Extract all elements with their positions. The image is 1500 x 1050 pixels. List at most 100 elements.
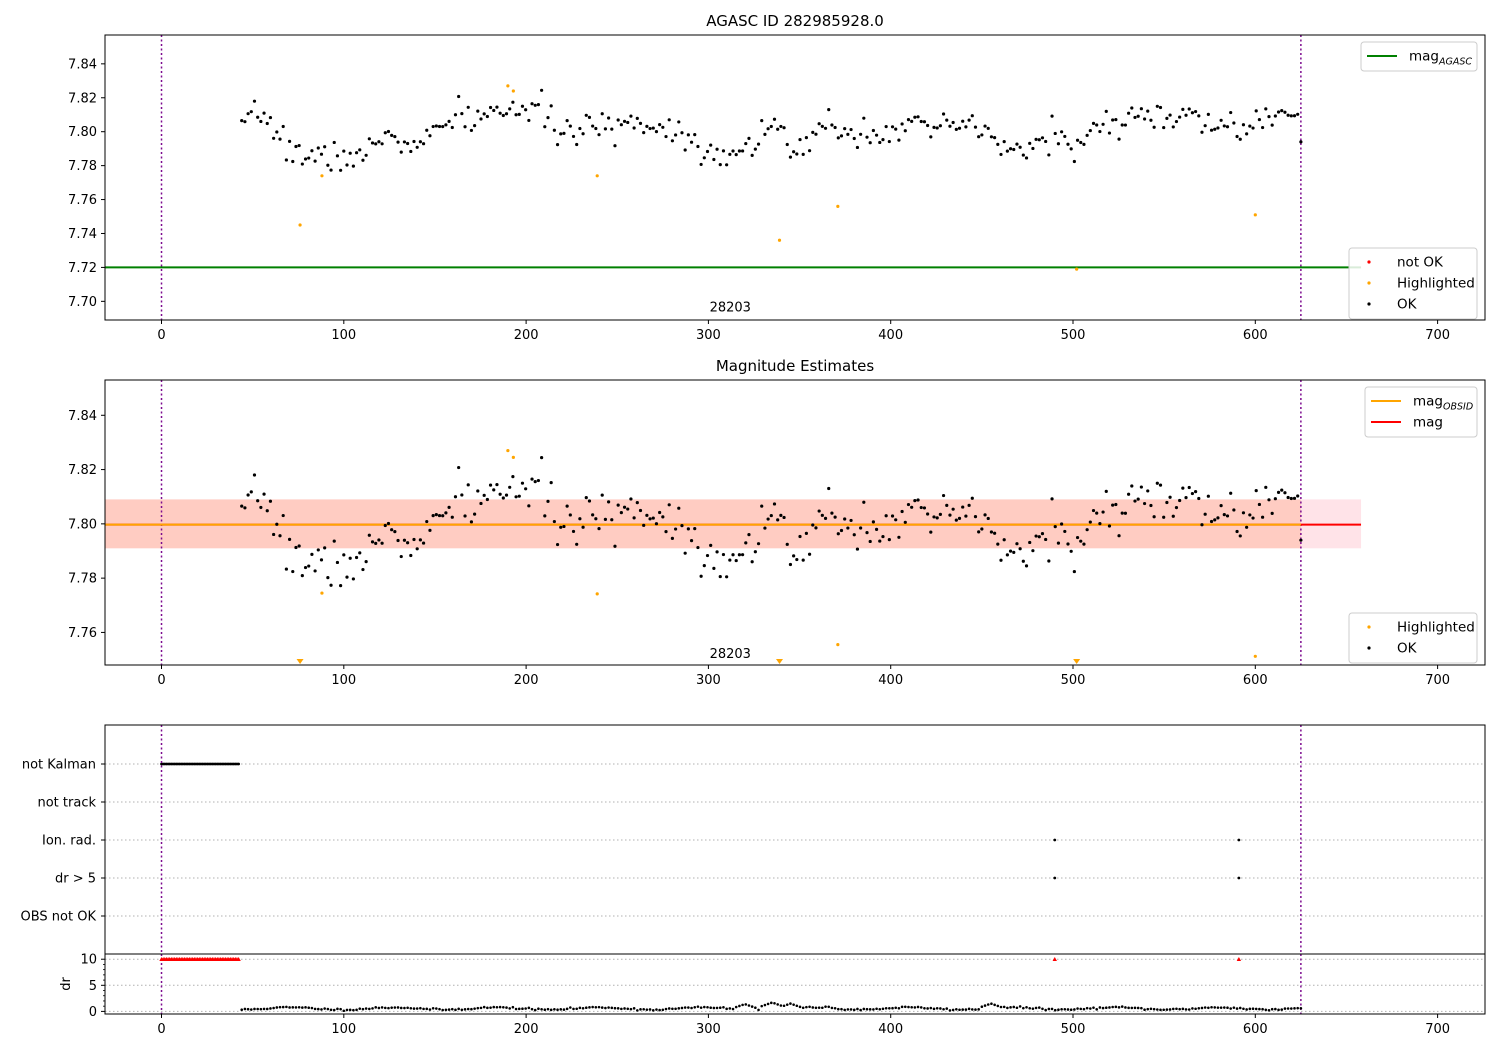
ok-point <box>358 551 362 555</box>
dr-point <box>1175 1007 1178 1011</box>
dr-point <box>744 1003 748 1006</box>
ok-point <box>1299 538 1303 542</box>
dr-point <box>294 1006 298 1009</box>
ok-point <box>772 117 777 121</box>
ok-point <box>240 119 244 123</box>
ok-point <box>945 118 949 122</box>
dr-point <box>498 1005 502 1009</box>
ok-point <box>622 505 627 509</box>
legend-box <box>1364 386 1478 438</box>
dr-point <box>508 1007 512 1010</box>
ok-point <box>1292 114 1297 118</box>
dr-point <box>1104 1006 1108 1010</box>
dr-point <box>562 1008 566 1011</box>
x-tick-label: 500 <box>1061 1022 1086 1037</box>
ok-point <box>370 141 375 145</box>
dr-point <box>683 1006 687 1009</box>
dr-point <box>272 1006 275 1010</box>
ok-point <box>552 128 556 132</box>
ok-point <box>508 107 512 111</box>
y-tick-label: 7.84 <box>68 409 97 424</box>
ok-point <box>642 523 646 527</box>
dr-point <box>546 1007 550 1011</box>
ok-point <box>1174 119 1179 124</box>
ok-point <box>262 111 266 115</box>
ok-point <box>600 493 604 497</box>
ok-point <box>511 475 515 479</box>
dr-point <box>983 1004 987 1007</box>
ok-point <box>1088 520 1092 524</box>
ok-point <box>473 512 477 516</box>
ok-point <box>319 152 324 156</box>
ok-point <box>1053 525 1057 529</box>
dr-point <box>1015 1006 1019 1010</box>
ok-point <box>316 548 320 552</box>
ok-point <box>1072 569 1076 574</box>
ok-point <box>575 142 579 147</box>
dr-point <box>1197 1007 1201 1010</box>
ok-point <box>865 135 869 139</box>
ok-point <box>437 513 442 518</box>
dr-point <box>1219 1006 1223 1009</box>
ok-point <box>1146 109 1150 113</box>
dr-point <box>415 1007 419 1010</box>
ok-point <box>661 125 665 129</box>
ok-point <box>1018 145 1022 149</box>
highlighted-point <box>1253 654 1257 658</box>
ok-point <box>479 501 483 506</box>
dr-point <box>559 1008 563 1011</box>
legend-label: magAGASC <box>1409 49 1472 68</box>
ok-point <box>629 114 633 118</box>
ok-point <box>524 487 528 491</box>
dr-point <box>502 1005 505 1009</box>
dr-point <box>307 1006 311 1010</box>
ok-point <box>932 125 936 129</box>
ok-point <box>788 155 793 159</box>
ok-point <box>651 516 655 520</box>
dr-point <box>677 1007 681 1010</box>
highlighted-point <box>298 223 302 227</box>
ok-point <box>1229 491 1233 495</box>
dr-point <box>613 1006 617 1010</box>
dr-point <box>419 1006 422 1010</box>
ok-point <box>846 526 850 530</box>
ok-point <box>485 114 489 119</box>
ok-point <box>887 538 891 542</box>
ok-point <box>619 511 623 515</box>
ok-point <box>677 120 681 124</box>
ok-point <box>993 135 997 140</box>
dr-point <box>256 1007 259 1011</box>
dr-point <box>1117 1006 1121 1009</box>
ok-point <box>610 518 614 522</box>
dr-point <box>1235 1007 1239 1010</box>
ok-point <box>1184 495 1188 500</box>
dr-point <box>671 1007 674 1011</box>
ok-point <box>948 513 952 517</box>
ok-point <box>450 125 454 130</box>
ok-point <box>393 134 397 139</box>
ok-point <box>1276 490 1281 494</box>
ok-point <box>383 523 387 528</box>
dr-point <box>620 1007 623 1011</box>
dr-point <box>706 1005 709 1009</box>
legend-label-text: mag <box>1409 49 1439 65</box>
ok-point <box>409 553 413 558</box>
ok-point <box>897 138 901 142</box>
dr-point <box>1213 1006 1217 1009</box>
ok-point <box>281 124 285 129</box>
ok-point <box>297 544 301 548</box>
dr-point <box>632 1007 636 1010</box>
ok-point <box>597 133 601 137</box>
ok-point <box>303 565 308 570</box>
dr-point <box>754 1006 757 1009</box>
dr-point <box>1270 1007 1274 1011</box>
ok-point <box>769 513 773 518</box>
ok-point <box>1063 529 1067 534</box>
ok-point <box>839 528 844 533</box>
highlighted-point <box>595 174 599 178</box>
flag-point <box>1237 838 1241 842</box>
ok-point <box>804 531 808 535</box>
ok-point <box>603 517 608 521</box>
dr-point <box>1181 1007 1185 1011</box>
ok-point <box>1012 550 1016 554</box>
